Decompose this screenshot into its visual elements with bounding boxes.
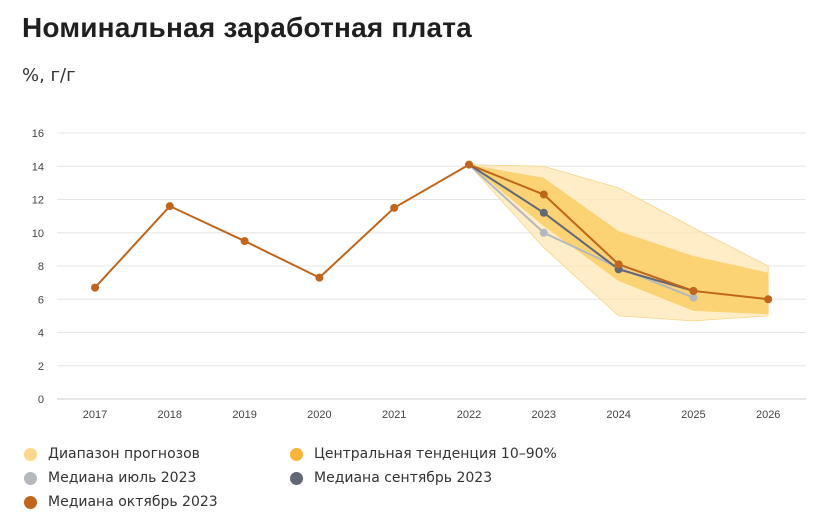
forecast-bands — [468, 164, 769, 322]
x-tick-label: 2017 — [83, 409, 107, 421]
y-tick-label: 16 — [32, 128, 44, 140]
y-axis-ticks: 0 2 4 6 8 10 12 14 16 — [32, 128, 44, 406]
legend-label: Медиана сентябрь 2023 — [314, 470, 493, 486]
y-tick-label: 14 — [32, 161, 44, 173]
series-point-2 — [465, 160, 473, 169]
series-point-0 — [689, 293, 698, 302]
legend-label: Медиана октябрь 2023 — [48, 494, 218, 510]
series-point-2 — [91, 283, 99, 292]
series-point-2 — [539, 190, 548, 199]
legend-label: Центральная тенденция 10–90% — [314, 446, 557, 462]
legend-swatch — [290, 447, 303, 461]
chart-subtitle: %, г/г — [22, 65, 76, 86]
x-tick-label: 2018 — [158, 409, 182, 421]
series-point-0 — [539, 228, 548, 237]
y-tick-label: 0 — [38, 394, 44, 406]
y-tick-label: 12 — [32, 195, 44, 207]
y-tick-label: 10 — [32, 228, 44, 240]
x-tick-label: 2026 — [756, 409, 780, 421]
x-tick-label: 2021 — [382, 409, 406, 421]
x-tick-label: 2025 — [681, 409, 705, 421]
chart-title: Номинальная заработная плата — [22, 12, 472, 43]
series-point-2 — [165, 202, 174, 211]
series-line-1 — [468, 163, 694, 292]
series-point-2 — [240, 237, 249, 246]
series-line-0 — [468, 163, 694, 299]
x-tick-label: 2022 — [457, 409, 481, 421]
x-tick-label: 2020 — [307, 409, 331, 421]
series-point-2 — [764, 295, 773, 304]
legend-item-median-september: Медиана сентябрь 2023 — [290, 470, 492, 486]
legend-label: Диапазон прогнозов — [48, 446, 200, 462]
forecast-band-1 — [469, 164, 769, 315]
x-axis-ticks: 2017 2018 2019 2020 2021 2022 2023 2024 2025 2026 — [83, 409, 781, 421]
legend-item-central-tendency: Центральная тенденция 10–90% — [290, 446, 557, 462]
series-lines — [94, 163, 769, 301]
series-point-2 — [315, 273, 324, 282]
series-point-1 — [539, 208, 548, 217]
legend-swatch — [24, 447, 37, 461]
legend-swatch — [24, 471, 37, 485]
y-tick-label: 2 — [38, 361, 44, 373]
series-point-2 — [614, 260, 623, 269]
series-line-2 — [94, 163, 769, 301]
legend-swatch — [24, 495, 37, 509]
legend-item-median-october: Медиана октябрь 2023 — [24, 494, 218, 510]
y-tick-label: 6 — [38, 294, 44, 306]
grid-lines — [57, 132, 806, 400]
legend-label: Медиана июль 2023 — [48, 470, 197, 486]
series-point-2 — [689, 286, 698, 295]
series-point-2 — [390, 203, 399, 212]
y-tick-label: 8 — [38, 261, 44, 273]
x-tick-label: 2024 — [606, 409, 630, 421]
y-tick-label: 4 — [38, 328, 44, 340]
legend-item-forecast-range: Диапазон прогнозов — [24, 446, 200, 462]
legend-swatch — [290, 471, 303, 485]
x-tick-label: 2019 — [232, 409, 256, 421]
series-points — [91, 160, 773, 304]
x-tick-label: 2023 — [532, 409, 556, 421]
legend-item-median-july: Медиана июль 2023 — [24, 470, 196, 486]
